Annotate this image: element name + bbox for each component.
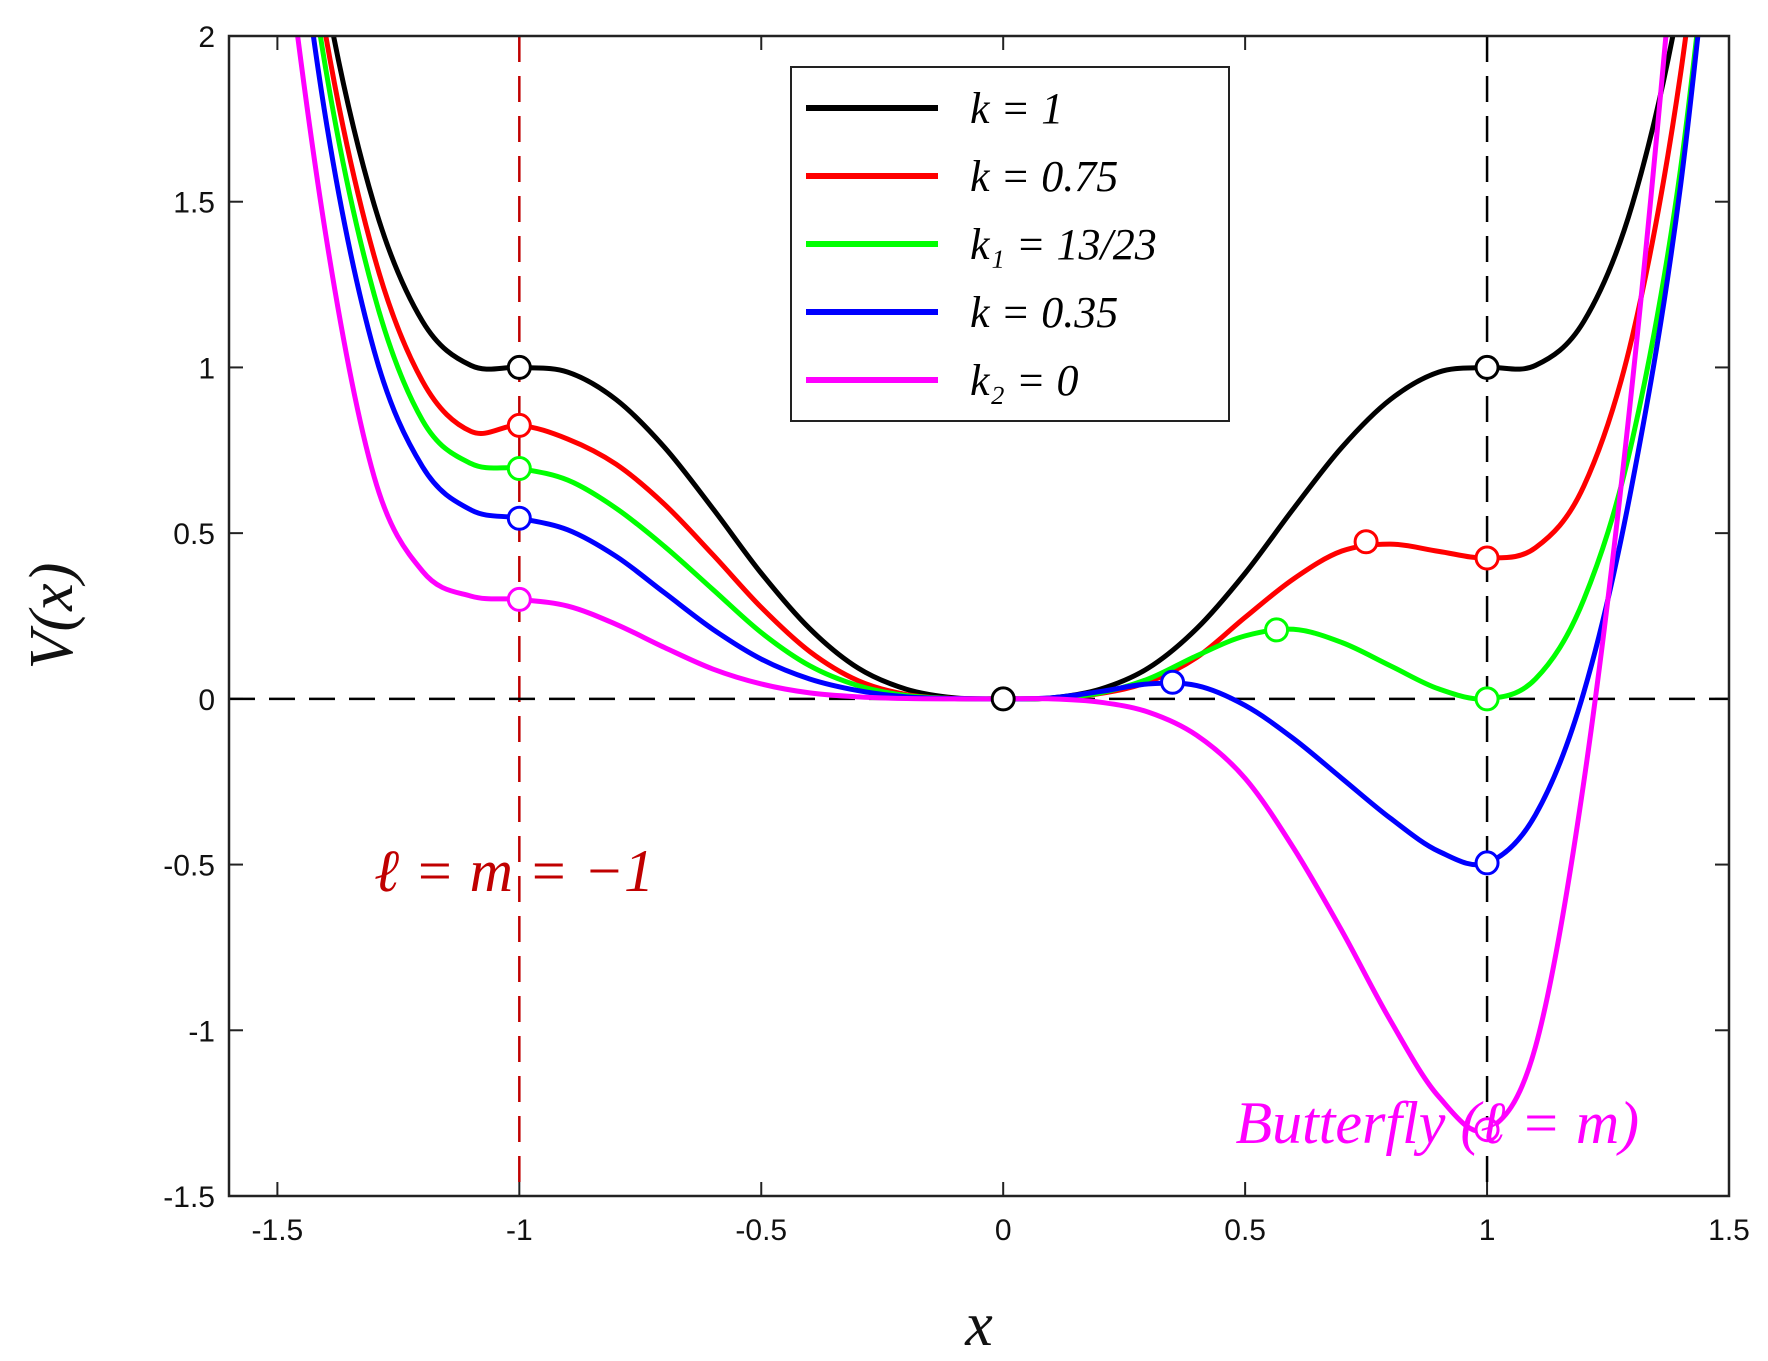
- series-marker-3: [1160, 669, 1186, 695]
- y-tick-label: 1.5: [173, 187, 215, 220]
- annotation-1: Butterfly (ℓ = m): [1235, 1090, 1639, 1156]
- x-tick-label: 1.5: [1708, 1214, 1750, 1247]
- x-tick-labels: -1.5 -1 -0.5 0 0.5 1 1.5: [252, 1214, 1750, 1247]
- x-tick-label: 1: [1479, 1214, 1496, 1247]
- y-tick-labels: -1.5 -1 -0.5 0 0.5 1 1.5 2: [163, 21, 215, 1214]
- y-tick-label: 0: [198, 684, 215, 717]
- legend-label-3: k = 0.35: [970, 288, 1118, 337]
- x-tick-label: -0.5: [735, 1214, 787, 1247]
- y-tick-label: -1.5: [163, 1181, 215, 1214]
- series-markers: [506, 354, 1500, 1143]
- annotations: ℓ = m = −1 Butterfly (ℓ = m): [374, 838, 1639, 1156]
- x-tick-label: -1: [506, 1214, 533, 1247]
- plot-frame: [227, 34, 1731, 1198]
- legend: k = 1 k = 0.75 k₁ = 13/23 k = 0.35 k₂ = 0: [790, 66, 1230, 422]
- series-marker-3: [506, 505, 532, 531]
- legend-label-4: k₂ = 0: [970, 356, 1079, 405]
- x-tick-label: 0: [995, 1214, 1012, 1247]
- series-marker-2: [1474, 686, 1500, 712]
- series-marker-2: [506, 456, 532, 482]
- legend-label-2: k₁ = 13/23: [970, 220, 1157, 269]
- y-tick-label: -0.5: [163, 850, 215, 883]
- x-tick-label: -1.5: [252, 1214, 304, 1247]
- series-marker-1: [1474, 545, 1500, 571]
- series-line-4: [295, 36, 1669, 1134]
- x-axis-label: x: [964, 1291, 993, 1359]
- series-marker-4: [506, 586, 532, 612]
- series-marker-0: [506, 354, 532, 380]
- y-tick-label: 2: [198, 21, 215, 54]
- x-tick-label: 0.5: [1224, 1214, 1266, 1247]
- annotation-0: ℓ = m = −1: [374, 838, 654, 904]
- series-lines: [295, 36, 1701, 1134]
- series-marker-1: [1353, 529, 1379, 555]
- series-marker-2: [1264, 617, 1290, 643]
- series-marker-0: [1474, 354, 1500, 380]
- series-marker-1: [506, 412, 532, 438]
- series-marker-3: [1474, 850, 1500, 876]
- y-tick-label: 1: [198, 352, 215, 385]
- y-tick-label: 0.5: [173, 518, 215, 551]
- y-tick-label: -1: [188, 1015, 215, 1048]
- series-marker-0: [990, 686, 1016, 712]
- legend-label-0: k = 1: [970, 84, 1063, 133]
- series-marker-4: [1474, 1117, 1500, 1143]
- y-axis-label: V(x): [18, 563, 86, 670]
- legend-label-1: k = 0.75: [970, 152, 1118, 201]
